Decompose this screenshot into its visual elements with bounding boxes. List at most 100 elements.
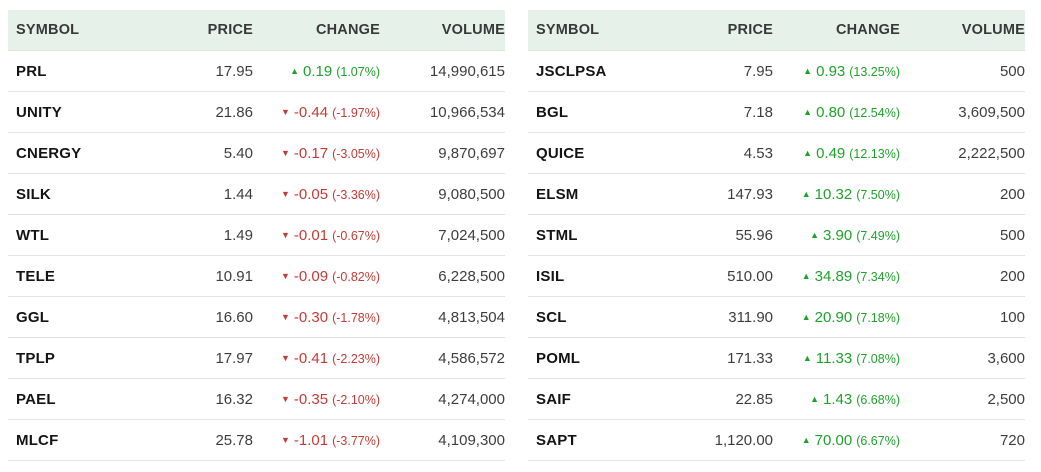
change-cell: ▼ -0.01 (-0.67%): [253, 227, 380, 244]
stock-volume: 3,600: [987, 349, 1025, 367]
direction-arrow-icon: ▼: [280, 270, 290, 281]
stock-symbol[interactable]: SAIF: [536, 390, 571, 408]
stock-volume: 10,966,534: [429, 103, 505, 121]
change-cell: ▼ -1.01 (-3.77%): [253, 432, 380, 449]
stock-volume: 4,813,504: [438, 308, 505, 326]
stock-volume: 200: [999, 267, 1025, 285]
stock-symbol[interactable]: BGL: [536, 103, 569, 121]
stock-symbol[interactable]: ISIL: [536, 267, 565, 285]
stock-row[interactable]: SILK 1.44 ▼ -0.05 (-3.36%) 9,080,500: [8, 174, 505, 215]
change-column-header: CHANGE: [315, 22, 380, 38]
change-value: 0.80: [816, 103, 846, 121]
direction-arrow-icon: ▲: [803, 147, 813, 158]
stock-row[interactable]: GGL 16.60 ▼ -0.30 (-1.78%) 4,813,504: [8, 297, 505, 338]
stock-symbol[interactable]: STML: [536, 226, 578, 244]
direction-arrow-icon: ▲: [803, 106, 813, 117]
stock-symbol[interactable]: JSCLPSA: [536, 62, 607, 80]
stock-symbol[interactable]: UNITY: [16, 103, 62, 121]
change-value: -0.17: [293, 144, 329, 162]
stock-volume: 9,870,697: [438, 144, 505, 162]
change-percent: (7.08%): [856, 351, 900, 366]
change-percent: (-3.05%): [332, 146, 380, 161]
stock-row[interactable]: BGL 7.18 ▲ 0.80 (12.54%) 3,609,500: [528, 92, 1025, 133]
stock-symbol[interactable]: POML: [536, 349, 581, 367]
change-value: 0.93: [816, 62, 846, 80]
direction-arrow-icon: ▼: [280, 188, 290, 199]
change-percent: (-2.23%): [332, 351, 380, 366]
change-percent: (7.18%): [856, 310, 900, 325]
stock-volume: 9,080,500: [438, 185, 505, 203]
stock-price: 510.00: [727, 267, 773, 285]
change-percent: (-0.67%): [332, 228, 380, 243]
change-value: 0.19: [303, 62, 333, 80]
stock-symbol[interactable]: PAEL: [16, 390, 56, 408]
change-cell: ▲ 0.93 (13.25%): [773, 63, 900, 80]
stock-price: 21.86: [215, 103, 253, 121]
stock-symbol[interactable]: SCL: [536, 308, 567, 326]
direction-arrow-icon: ▼: [280, 393, 290, 404]
change-cell: ▲ 10.32 (7.50%): [773, 186, 900, 203]
stock-symbol[interactable]: TELE: [16, 267, 56, 285]
stock-row[interactable]: POML 171.33 ▲ 11.33 (7.08%) 3,600: [528, 338, 1025, 379]
direction-arrow-icon: ▲: [810, 229, 820, 240]
change-cell: ▼ -0.05 (-3.36%): [253, 186, 380, 203]
top-gainers-table: SYMBOL PRICE CHANGE VOLUME JSCLPSA 7.95 …: [528, 10, 1025, 461]
change-percent: (-0.82%): [332, 269, 380, 284]
table-header-row: SYMBOL PRICE CHANGE VOLUME: [528, 10, 1025, 51]
change-value: 10.32: [814, 185, 853, 203]
stock-symbol[interactable]: QUICE: [536, 144, 585, 162]
stock-row[interactable]: PRL 17.95 ▲ 0.19 (1.07%) 14,990,615: [8, 51, 505, 92]
stock-row[interactable]: TELE 10.91 ▼ -0.09 (-0.82%) 6,228,500: [8, 256, 505, 297]
stock-row[interactable]: UNITY 21.86 ▼ -0.44 (-1.97%) 10,966,534: [8, 92, 505, 133]
change-cell: ▼ -0.41 (-2.23%): [253, 350, 380, 367]
stock-symbol[interactable]: SILK: [16, 185, 51, 203]
stock-row[interactable]: MLCF 25.78 ▼ -1.01 (-3.77%) 4,109,300: [8, 420, 505, 461]
direction-arrow-icon: ▼: [280, 434, 290, 445]
stock-row[interactable]: JSCLPSA 7.95 ▲ 0.93 (13.25%) 500: [528, 51, 1025, 92]
change-value: 20.90: [814, 308, 853, 326]
table-body: PRL 17.95 ▲ 0.19 (1.07%) 14,990,615 UNIT…: [8, 51, 505, 461]
price-column-header: PRICE: [727, 22, 773, 38]
stock-volume: 7,024,500: [438, 226, 505, 244]
stock-symbol[interactable]: SAPT: [536, 431, 577, 449]
stock-row[interactable]: SAIF 22.85 ▲ 1.43 (6.68%) 2,500: [528, 379, 1025, 420]
stock-price: 1,120.00: [714, 431, 773, 449]
stock-volume: 3,609,500: [958, 103, 1025, 121]
stock-symbol[interactable]: TPLP: [16, 349, 56, 367]
stock-row[interactable]: WTL 1.49 ▼ -0.01 (-0.67%) 7,024,500: [8, 215, 505, 256]
stock-volume: 14,990,615: [429, 62, 505, 80]
stock-symbol[interactable]: MLCF: [16, 431, 59, 449]
stock-row[interactable]: CNERGY 5.40 ▼ -0.17 (-3.05%) 9,870,697: [8, 133, 505, 174]
change-value: 0.49: [816, 144, 846, 162]
stock-symbol[interactable]: PRL: [16, 62, 47, 80]
stock-symbol[interactable]: WTL: [16, 226, 50, 244]
stock-row[interactable]: QUICE 4.53 ▲ 0.49 (12.13%) 2,222,500: [528, 133, 1025, 174]
change-cell: ▲ 11.33 (7.08%): [773, 350, 900, 367]
change-value: -0.09: [293, 267, 329, 285]
price-column-header: PRICE: [207, 22, 253, 38]
direction-arrow-icon: ▲: [802, 352, 812, 363]
stock-volume: 500: [999, 62, 1025, 80]
stock-row[interactable]: PAEL 16.32 ▼ -0.35 (-2.10%) 4,274,000: [8, 379, 505, 420]
stock-row[interactable]: SCL 311.90 ▲ 20.90 (7.18%) 100: [528, 297, 1025, 338]
stock-symbol[interactable]: ELSM: [536, 185, 579, 203]
stock-price: 25.78: [215, 431, 253, 449]
change-percent: (-1.78%): [332, 310, 380, 325]
stock-symbol[interactable]: GGL: [16, 308, 50, 326]
change-percent: (13.25%): [849, 64, 900, 79]
change-value: -0.44: [293, 103, 329, 121]
stock-row[interactable]: STML 55.96 ▲ 3.90 (7.49%) 500: [528, 215, 1025, 256]
change-cell: ▲ 0.49 (12.13%): [773, 145, 900, 162]
stock-symbol[interactable]: CNERGY: [16, 144, 82, 162]
stock-row[interactable]: SAPT 1,120.00 ▲ 70.00 (6.67%) 720: [528, 420, 1025, 461]
change-value: 70.00: [814, 431, 853, 449]
direction-arrow-icon: ▲: [801, 188, 811, 199]
stock-row[interactable]: ISIL 510.00 ▲ 34.89 (7.34%) 200: [528, 256, 1025, 297]
change-percent: (-2.10%): [332, 392, 380, 407]
direction-arrow-icon: ▼: [280, 352, 290, 363]
stock-row[interactable]: TPLP 17.97 ▼ -0.41 (-2.23%) 4,586,572: [8, 338, 505, 379]
change-cell: ▼ -0.30 (-1.78%): [253, 309, 380, 326]
stock-row[interactable]: ELSM 147.93 ▲ 10.32 (7.50%) 200: [528, 174, 1025, 215]
change-percent: (7.49%): [856, 228, 900, 243]
stock-volume: 500: [999, 226, 1025, 244]
